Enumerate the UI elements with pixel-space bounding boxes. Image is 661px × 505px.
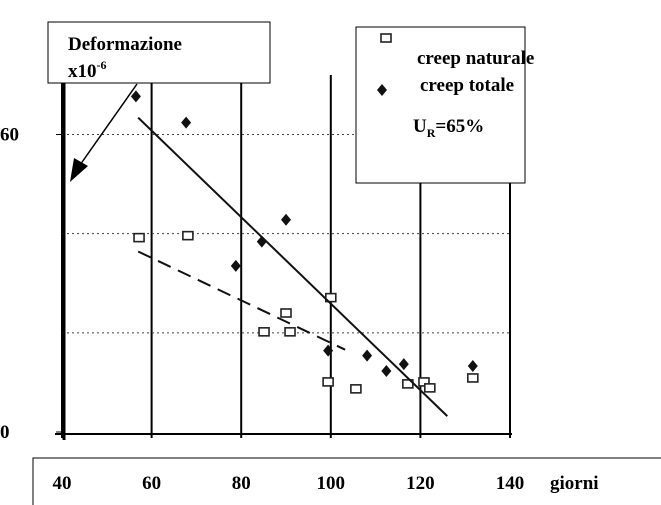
marker-diamond [130, 90, 141, 103]
arrow-line [79, 83, 138, 166]
marker-diamond [181, 116, 192, 129]
trend-line [137, 116, 448, 417]
legend-box [355, 26, 526, 184]
x-tick-label: 120 [406, 473, 435, 494]
marker-diamond [230, 259, 241, 272]
marker-diamond [467, 360, 478, 373]
x-tick-label: 80 [232, 473, 251, 494]
x-tick-label: 40 [53, 473, 72, 494]
annotation-box [47, 21, 271, 84]
marker-square [350, 384, 362, 394]
marker-square [424, 383, 436, 393]
x-axis-box [32, 457, 661, 505]
trend-line [137, 250, 346, 351]
marker-square [182, 230, 194, 241]
y-tick-label: 60 [0, 125, 19, 146]
marker-diamond [362, 349, 373, 362]
legend-label: creep totale [420, 75, 514, 96]
marker-square [467, 373, 479, 383]
note-sub: R [427, 126, 436, 140]
marker-square [322, 377, 334, 387]
marker-diamond [398, 358, 409, 371]
marker-diamond [256, 235, 267, 248]
annotation-unit: x10-6 [68, 58, 107, 82]
marker-square [280, 308, 292, 318]
x-axis-label: giorni [550, 473, 599, 494]
x-tick-label: 100 [317, 473, 346, 494]
marker-square [380, 33, 392, 43]
plot: 0 60 [0, 75, 512, 443]
legend: creep naturale creep totale [377, 33, 534, 96]
y-tick-label: 0 [0, 422, 10, 443]
marker-square [133, 232, 145, 243]
marker-diamond [281, 213, 291, 226]
marker-diamond [377, 84, 387, 96]
marker-square [258, 327, 270, 337]
note-base: U [413, 116, 427, 137]
note-rest: =65% [435, 116, 484, 137]
unit-exp: -6 [97, 58, 107, 72]
legend-note: UR=65% [413, 116, 484, 140]
marker-diamond [381, 365, 392, 378]
legend-label: creep naturale [417, 48, 534, 69]
unit: x10 [68, 61, 97, 82]
marker-square [284, 327, 296, 337]
arrow-head [70, 158, 88, 182]
x-tick-label: 60 [142, 473, 161, 494]
annotation-text: Deformazione [68, 34, 182, 55]
marker-square [418, 377, 430, 387]
x-tick-label: 140 [496, 473, 525, 494]
marker-diamond [323, 344, 334, 357]
